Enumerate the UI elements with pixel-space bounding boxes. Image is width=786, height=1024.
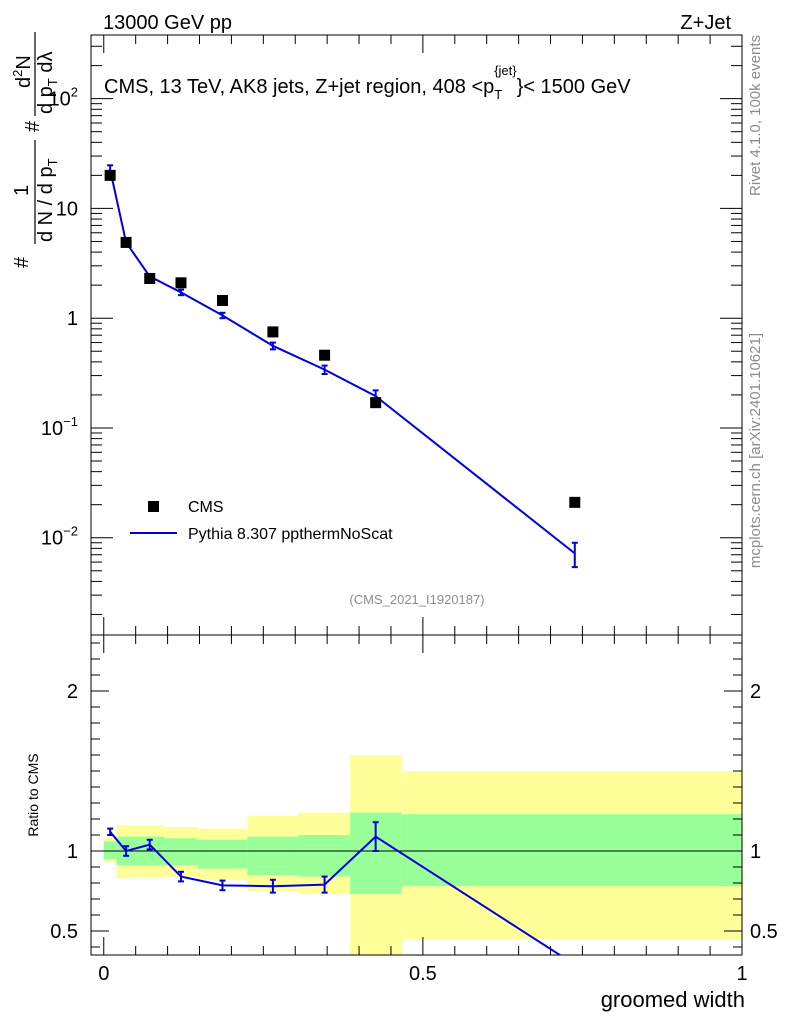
main-y-tick-label-1: 10−1 [41, 414, 78, 440]
cms-point-7 [370, 397, 382, 409]
ratio-y-tick-label-right-2: 2 [750, 681, 761, 703]
mcplots-reference-text: mcplots.cern.ch [arXiv:2401.10621] [747, 333, 764, 568]
main-y-axis-label: # 1 d N / d pT # d2N d pT dλ [10, 32, 60, 268]
analysis-reference: (CMS_2021_I1920187) [349, 592, 484, 607]
cms-point-2 [144, 272, 156, 284]
ratio-y-tick-label-left-1: 1 [67, 841, 78, 863]
cms-point-6 [319, 349, 331, 361]
mc-series-ratio [107, 821, 562, 955]
cms-point-3 [175, 277, 187, 289]
cms-point-8 [569, 496, 581, 508]
legend-mc-label: Pythia 8.307 ppthermNoScat [188, 526, 393, 543]
x-tick-label-2: 1 [736, 963, 747, 985]
cms-point-4 [216, 294, 228, 306]
band-inner-4 [197, 839, 248, 869]
band-inner-8 [401, 814, 742, 887]
main-plot-frame [90, 34, 743, 636]
cms-series-main [104, 169, 581, 508]
x-tick-label-0: 0 [98, 963, 109, 985]
ratio-tick-labels: 0.5 0.51 12 20 0.5 1 [50, 681, 778, 985]
ratio-axis-ticks [91, 635, 743, 955]
ratio-y-axis-label: Ratio to CMS [25, 753, 41, 836]
mc-line [109, 169, 576, 555]
rivet-version-text: Rivet 4.1.0, 100k events [747, 35, 764, 196]
legend-cms-label: CMS [188, 499, 224, 516]
cms-point-0 [104, 169, 116, 181]
svg-text:d N / d pT: d N / d pT [35, 158, 60, 242]
band-inner-3 [164, 838, 198, 866]
svg-text:d2N: d2N [10, 55, 35, 88]
cms-point-1 [120, 236, 132, 248]
svg-text:d pT dλ: d pT dλ [35, 52, 60, 114]
band-inner-5 [247, 836, 299, 875]
ratio-y-tick-label-left-0: 0.5 [50, 921, 78, 943]
band-inner-0 [103, 841, 117, 859]
x-axis-label: groomed width [601, 987, 745, 1012]
main-y-tick-label-3: 10 [56, 198, 78, 220]
header-left: 13000 GeV pp [103, 12, 232, 34]
mc-series-main [107, 164, 578, 569]
plot-title: CMS, 13 TeV, AK8 jets, Z+jet region, 408… [104, 63, 631, 102]
cms-point-5 [267, 326, 279, 338]
svg-text:#: # [11, 256, 33, 268]
legend: CMS Pythia 8.307 ppthermNoScat [130, 499, 393, 543]
header-right: Z+Jet [680, 12, 731, 34]
svg-text:1: 1 [11, 185, 33, 196]
band-inner-6 [298, 835, 351, 877]
ratio-y-tick-label-right-0: 0.5 [750, 921, 778, 943]
ratio-y-tick-label-right-1: 1 [750, 841, 761, 863]
main-y-tick-label-0: 10−2 [41, 524, 78, 550]
main-y-tick-labels: 10−2 10−1 1 10 102 [41, 85, 78, 550]
main-y-tick-label-4: 102 [49, 85, 78, 111]
legend-cms-marker [148, 501, 159, 512]
x-tick-label-1: 0.5 [409, 963, 437, 985]
svg-text:#: # [22, 120, 44, 132]
main-axis-ticks [91, 35, 743, 635]
main-y-tick-label-2: 1 [67, 308, 78, 330]
ratio-y-tick-label-left-2: 2 [67, 681, 78, 703]
ratio-plot-frame [90, 634, 743, 956]
ratio-uncertainty-bands [103, 755, 742, 955]
